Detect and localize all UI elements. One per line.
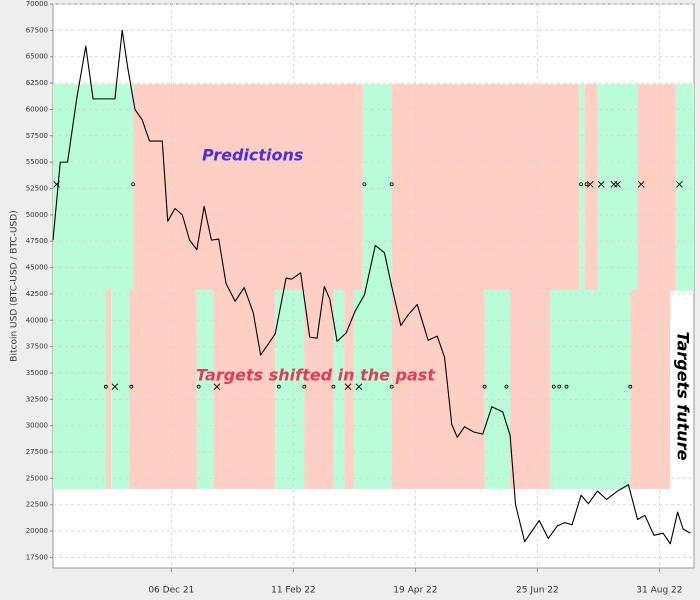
y-tick-label: 32500: [26, 395, 48, 403]
marker-dot: [579, 182, 583, 187]
marker-cross: [597, 180, 605, 188]
y-tick-label: 60000: [26, 105, 48, 113]
regions: [53, 84, 694, 489]
marker-cross: [355, 383, 363, 390]
marker-dot: [302, 384, 307, 389]
region: [333, 289, 345, 489]
y-tick-label: 67500: [26, 26, 48, 34]
y-tick-label: 20000: [26, 527, 48, 535]
region: [196, 289, 214, 489]
x-tick-label: 25 Jun 22: [516, 586, 559, 596]
region: [550, 289, 631, 489]
region: [391, 84, 580, 291]
region: [53, 289, 106, 489]
grid: [50, 3, 694, 572]
y-tick-label: 25000: [26, 474, 48, 482]
annotation-background: [670, 318, 692, 464]
y-tick-label: 37500: [26, 343, 48, 351]
region: [362, 84, 392, 291]
y-tick-label: 40000: [26, 316, 48, 324]
marker-dot: [331, 384, 336, 389]
y-axis-label: Bitcoin USD (BTC-USD / BTC-USD): [10, 210, 20, 361]
x-tick-label: 11 Feb 22: [271, 586, 316, 596]
marker-dot: [551, 384, 556, 389]
marker-cross: [676, 180, 683, 188]
region: [484, 289, 511, 489]
marker-dot: [129, 384, 134, 389]
marker-dot: [564, 384, 569, 389]
region: [353, 289, 392, 489]
y-tick-label: 62500: [26, 79, 48, 87]
region: [111, 289, 130, 489]
region: [213, 289, 276, 489]
marker-cross: [111, 383, 119, 390]
region: [129, 289, 197, 489]
y-tick-label: 17500: [26, 553, 48, 561]
y-tick-label: 65000: [26, 53, 48, 61]
y-tick-label: 30000: [26, 422, 48, 430]
y-tick-label: 52500: [26, 184, 48, 192]
marker-cross: [213, 383, 221, 390]
x-tick-label: 19 Apr 22: [393, 586, 437, 596]
marker-dot: [584, 182, 589, 187]
region: [510, 289, 551, 489]
region: [579, 84, 585, 291]
marker-cross: [637, 180, 645, 188]
marker-dot: [276, 384, 281, 389]
marker-dot: [389, 182, 394, 187]
region: [53, 84, 134, 291]
marker-dot: [131, 182, 136, 187]
region: [344, 289, 354, 489]
region: [304, 289, 334, 489]
region: [391, 289, 485, 489]
annotation: Targets shifted in the past: [196, 366, 436, 385]
marker-cross: [344, 383, 352, 390]
region: [637, 84, 676, 291]
marker-dot: [557, 384, 562, 389]
y-tick-label: 50000: [26, 211, 48, 219]
annotation: Targets future: [674, 332, 693, 461]
y-tick-label: 42500: [26, 290, 48, 298]
marks: [52, 29, 691, 545]
annotation: Predictions: [202, 146, 303, 165]
region: [675, 84, 694, 291]
x-tick-label: 31 Aug 22: [636, 586, 682, 596]
region: [630, 289, 671, 489]
y-tick-label: 35000: [26, 369, 48, 377]
y-tick-label: 57500: [26, 132, 48, 140]
y-tick-label: 47500: [26, 237, 48, 245]
region: [133, 84, 363, 291]
region: [597, 84, 638, 291]
region: [584, 84, 598, 291]
marker-dot: [362, 182, 367, 187]
y-tick-label: 27500: [26, 448, 48, 456]
y-tick-label: 45000: [26, 264, 48, 272]
marker-dot: [196, 384, 201, 389]
marker-dot: [389, 384, 394, 389]
y-tick-label: 70000: [26, 0, 48, 8]
region: [105, 289, 112, 489]
y-tick-label: 22500: [26, 501, 48, 509]
marker-cross: [586, 180, 594, 188]
x-tick-label: 06 Dec 21: [148, 586, 194, 596]
y-tick-label: 55000: [26, 158, 48, 166]
marker-dot: [504, 384, 509, 389]
marker-cross: [614, 180, 621, 188]
marker-dot: [103, 384, 108, 389]
marker-dot: [628, 384, 633, 389]
marker-dot: [482, 384, 487, 389]
price-line: [52, 29, 691, 545]
region: [275, 289, 305, 489]
